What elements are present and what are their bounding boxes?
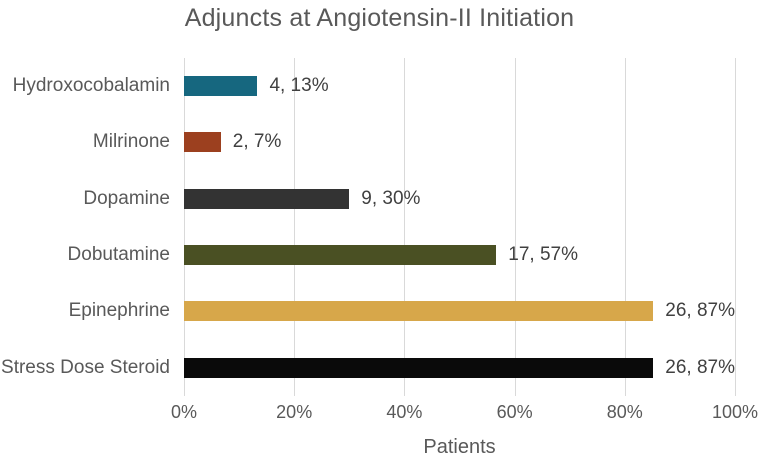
gridline-40- (404, 58, 406, 396)
bar-epinephrine (184, 301, 654, 322)
bar-row: 26, 87% (184, 340, 735, 396)
gridline-20- (294, 58, 296, 396)
x-axis-title: Patients (423, 436, 496, 458)
bar-dopamine (184, 188, 350, 209)
gridline-0- (184, 58, 185, 396)
chart-title: Adjuncts at Angiotensin-II Initiation (184, 4, 575, 32)
category-row: Hydroxocobalamin (0, 58, 177, 114)
plot-area: 4, 13% 2, 7% 9, 30% 17, 57% 26, 87% 26, 87% (184, 58, 735, 396)
x-axis-ticks: 0% 20% 40% 60% 80% 100% (171, 402, 758, 426)
data-label-dopamine: 9, 30% (361, 187, 421, 209)
data-label-hydroxocobalamin: 4, 13% (269, 75, 329, 97)
gridlines-layer (184, 58, 736, 396)
bar-row: 26, 87% (184, 283, 735, 339)
bar-hydroxocobalamin (184, 76, 258, 97)
category-row: Milrinone (0, 114, 177, 170)
bar-milrinone (184, 132, 221, 153)
bar-row: 17, 57% (184, 227, 735, 283)
bar-row: 2, 7% (184, 114, 735, 170)
data-label-dobutamine: 17, 57% (508, 244, 578, 266)
bar-row: 4, 13% (184, 58, 735, 114)
category-label-stress-dose-steroid: Stress Dose Steroid (1, 356, 170, 378)
category-label-hydroxocobalamin: Hydroxocobalamin (12, 75, 170, 97)
category-label-milrinone: Milrinone (92, 131, 170, 153)
x-tick-label-100-: 100% (711, 402, 759, 422)
data-label-stress-dose-steroid: 26, 87% (665, 356, 735, 378)
bar-dobutamine (184, 245, 497, 266)
category-row: Epinephrine (0, 283, 177, 339)
category-row: Dobutamine (0, 227, 177, 283)
category-label-epinephrine: Epinephrine (68, 300, 170, 322)
x-tick-label-60-: 60% (496, 402, 533, 422)
category-axis: Hydroxocobalamin Milrinone Dopamine Dobutam… (0, 58, 177, 396)
data-label-epinephrine: 26, 87% (665, 300, 735, 322)
gridline-80- (624, 58, 626, 396)
bar-row: 9, 30% (184, 171, 735, 227)
bar-stress-dose-steroid (184, 357, 654, 378)
x-tick-label-80-: 80% (606, 402, 643, 422)
category-label-dobutamine: Dobutamine (67, 244, 170, 266)
gridline-60- (514, 58, 516, 396)
x-tick-label-40-: 40% (386, 402, 423, 422)
gridline-100- (735, 58, 736, 396)
category-row: Stress Dose Steroid (0, 340, 177, 396)
x-tick-label-0-: 0% (170, 402, 198, 422)
data-label-milrinone: 2, 7% (232, 131, 282, 153)
category-row: Dopamine (0, 171, 177, 227)
category-label-dopamine: Dopamine (83, 187, 170, 209)
x-tick-label-20-: 20% (276, 402, 313, 422)
